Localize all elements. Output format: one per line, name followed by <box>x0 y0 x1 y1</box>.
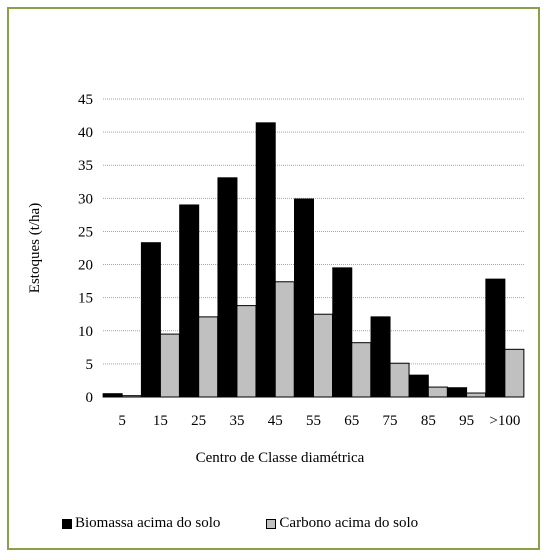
x-tick-label: 15 <box>153 413 168 429</box>
legend-item-biomassa: Biomassa acima do solo <box>62 515 220 532</box>
y-tick-label: 10 <box>78 324 93 340</box>
bar-carbono <box>159 333 180 398</box>
y-tick-label: 0 <box>86 390 94 406</box>
y-tick-label: 25 <box>78 224 93 240</box>
bar-biomassa <box>255 122 276 398</box>
bar-biomassa <box>408 374 429 398</box>
bar-carbono <box>389 362 410 398</box>
bar-carbono <box>313 313 333 398</box>
y-tick-label: 35 <box>78 158 93 174</box>
legend-swatch-biomassa <box>62 518 72 529</box>
bar-biomassa <box>447 387 468 398</box>
x-tick-label: 95 <box>459 413 474 429</box>
bar-biomassa <box>140 242 161 398</box>
x-tick-label: 65 <box>344 413 359 429</box>
legend-label-carbono: Carbono acima do solo <box>279 515 419 531</box>
y-tick-label: 15 <box>78 291 93 307</box>
x-tick-label: 25 <box>191 413 206 429</box>
legend: Biomassa acima do solo Carbono acima do … <box>62 515 464 532</box>
x-tick-labels: 5 15 25 35 45 55 65 75 85 95 >100 <box>118 413 520 429</box>
bar-biomassa <box>217 177 238 398</box>
legend-swatch-carbono <box>266 518 277 529</box>
bar-biomassa <box>294 198 314 398</box>
bar-carbono <box>351 342 372 398</box>
y-tick-label: 20 <box>78 258 93 274</box>
y-tick-label: 5 <box>86 357 94 373</box>
bar-biomassa <box>370 316 391 398</box>
x-tick-label: 5 <box>118 413 126 429</box>
x-tick-label: 85 <box>421 413 436 429</box>
x-tick-label: 55 <box>306 413 321 429</box>
x-tick-label: 75 <box>383 413 398 429</box>
x-tick-label: 45 <box>268 413 283 429</box>
bar-carbono <box>466 392 487 398</box>
legend-label-biomassa: Biomassa acima do solo <box>75 515 221 531</box>
bar-carbono <box>236 305 257 398</box>
x-axis-title: Centro de Classe diamétrica <box>196 450 365 466</box>
bar-carbono <box>427 386 448 398</box>
bar-biomassa <box>179 204 200 398</box>
bars <box>102 122 525 398</box>
bar-biomassa <box>332 267 353 398</box>
y-tick-labels: 0 5 10 15 20 25 30 35 40 45 <box>78 92 93 406</box>
bar-biomassa <box>485 278 506 398</box>
bar-chart: 0 5 10 15 20 25 30 35 40 45 5 15 25 35 45 55 65 75 85 95 >1… <box>27 92 525 466</box>
x-tick-label: 35 <box>229 413 244 429</box>
legend-item-carbono: Carbono acima do solo <box>266 515 418 532</box>
y-axis-title: Estoques (t/ha) <box>27 203 43 293</box>
x-tick-label: >100 <box>489 413 520 429</box>
y-tick-label: 40 <box>78 125 93 141</box>
bar-carbono <box>198 316 219 398</box>
bar-carbono <box>504 348 525 398</box>
y-tick-label: 30 <box>78 191 93 207</box>
bar-carbono <box>274 281 295 398</box>
y-tick-label: 45 <box>78 92 93 108</box>
